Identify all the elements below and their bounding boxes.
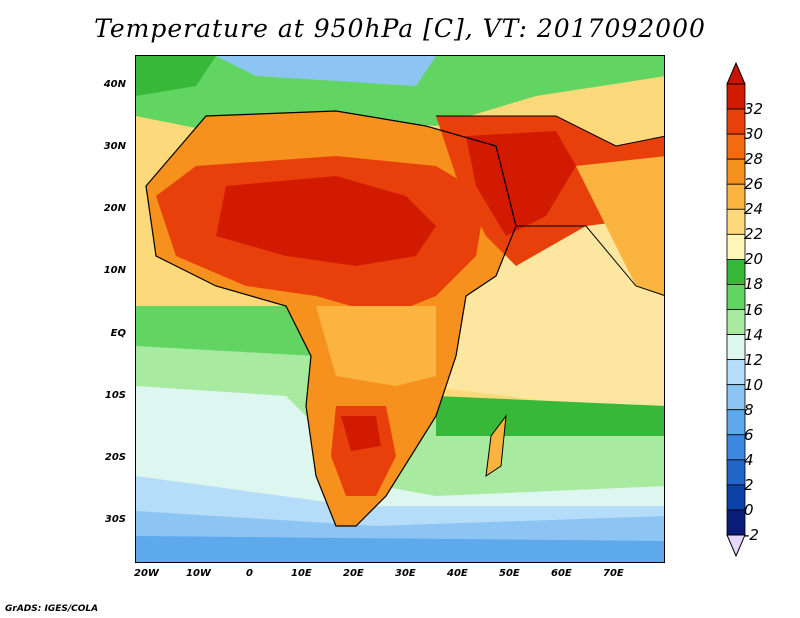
lon-tick-label: 60E: [551, 568, 572, 579]
lon-tick-label: 0: [246, 568, 253, 579]
colorbar-swatch: [726, 459, 746, 486]
colorbar-swatch: [726, 509, 746, 536]
colorbar-label: 6: [744, 425, 754, 444]
colorbar-swatch: [726, 258, 746, 285]
colorbar-label: 2: [744, 475, 754, 494]
chart-title: Temperature at 950hPa [C], VT: 201709200…: [94, 14, 706, 43]
arabia-coastline: [516, 225, 664, 296]
lat-tick-label: EQ: [110, 328, 126, 339]
colorbar-swatch: [726, 434, 746, 461]
sahara-core: [216, 176, 436, 266]
colorbar-swatch: [726, 284, 746, 310]
lon-tick-label: 10W: [186, 568, 211, 579]
lat-tick-label: 10N: [103, 265, 126, 276]
lat-tick-label: 10S: [104, 390, 126, 401]
europe-cool: [216, 56, 436, 86]
colorbar-over-triangle: [726, 62, 746, 85]
colorbar-label: 4: [744, 450, 754, 469]
lon-tick-label: 70E: [603, 568, 624, 579]
africa-coastline: [145, 110, 517, 527]
colorbar-label: -2: [744, 526, 759, 544]
colorbar-label: 32: [744, 100, 764, 119]
colorbar-swatch: [726, 158, 746, 185]
colorbar: [726, 62, 746, 557]
colorbar-under-triangle: [726, 534, 746, 557]
credit-text: GrADS: IGES/COLA: [5, 604, 99, 614]
colorbar-swatch: [726, 409, 746, 436]
kalahari-core: [341, 416, 381, 451]
colorbar-label: 24: [744, 200, 764, 219]
colorbar-swatch: [726, 208, 746, 235]
arabia-core: [466, 131, 576, 236]
colorbar-label: 20: [744, 250, 764, 269]
lon-tick-label: 10E: [291, 568, 312, 579]
colorbar-swatch: [726, 484, 746, 511]
lat-tick-label: 40N: [103, 79, 126, 90]
colorbar-swatch: [726, 334, 746, 361]
asia-coastline: [436, 115, 664, 147]
colorbar-swatch: [726, 108, 746, 135]
colorbar-swatch: [726, 309, 746, 335]
lat-tick-label: 30S: [104, 514, 126, 525]
colorbar-swatch: [726, 384, 746, 411]
lon-tick-label: 40E: [447, 568, 468, 579]
atlantic-green: [136, 56, 216, 96]
colorbar-label: 12: [744, 350, 764, 369]
map-canvas: [136, 56, 664, 562]
congo-warm: [316, 306, 436, 386]
lon-tick-label: 30E: [395, 568, 416, 579]
colorbar-label: 22: [744, 225, 764, 244]
colorbar-swatch: [726, 133, 746, 160]
colorbar-label: 14: [744, 325, 764, 344]
colorbar-label: 16: [744, 300, 764, 319]
lon-tick-label: 20W: [134, 568, 159, 579]
colorbar-label: 18: [744, 275, 764, 294]
lat-tick-label: 20N: [103, 203, 126, 214]
madagascar: [485, 414, 507, 478]
south-indian-green: [436, 396, 664, 436]
coldest-band: [136, 536, 664, 562]
colorbar-label: 28: [744, 150, 764, 169]
lon-tick-label: 20E: [343, 568, 364, 579]
temperature-map: [135, 55, 665, 563]
colorbar-label: 26: [744, 175, 764, 194]
colorbar-swatch: [726, 183, 746, 210]
lon-tick-label: 50E: [499, 568, 520, 579]
lat-tick-label: 30N: [103, 141, 126, 152]
colorbar-label: 8: [744, 400, 754, 419]
colorbar-swatch: [726, 83, 746, 110]
colorbar-swatch: [726, 233, 746, 260]
lat-tick-label: 20S: [104, 452, 126, 463]
india-warm: [576, 156, 664, 296]
colorbar-label: 10: [744, 375, 764, 394]
colorbar-label: 30: [744, 125, 764, 144]
colorbar-swatch: [726, 359, 746, 386]
colorbar-label: 0: [744, 500, 754, 519]
